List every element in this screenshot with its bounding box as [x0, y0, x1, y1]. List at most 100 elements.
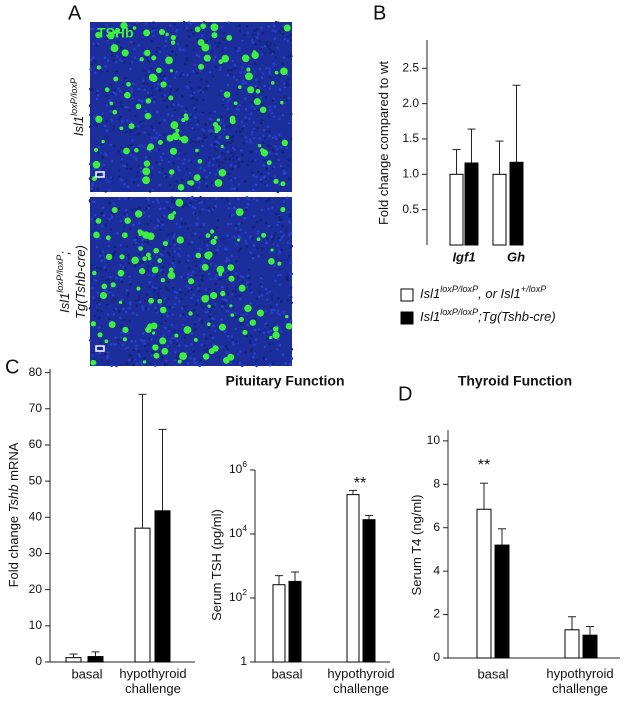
nucleus	[98, 326, 101, 329]
nucleus	[217, 164, 221, 167]
tshb-cell	[207, 256, 211, 260]
nucleus	[220, 301, 224, 305]
nucleus	[209, 132, 213, 136]
nucleus	[204, 288, 208, 291]
nucleus	[167, 305, 171, 309]
nucleus	[250, 101, 254, 105]
nucleus	[151, 200, 155, 204]
tshb-cell	[229, 118, 236, 125]
nucleus	[246, 323, 250, 327]
nucleus	[212, 157, 215, 161]
genotype-label: Isl1loxP/loxP;	[55, 251, 72, 313]
nucleus	[199, 303, 203, 306]
nucleus	[154, 300, 158, 303]
nucleus	[132, 348, 136, 352]
nucleus	[151, 188, 155, 191]
nucleus	[163, 363, 167, 367]
nucleus	[214, 205, 217, 208]
nucleus	[131, 358, 135, 361]
bar	[449, 173, 464, 246]
nucleus	[253, 70, 256, 74]
nucleus	[189, 112, 192, 116]
nucleus	[185, 44, 189, 48]
nucleus	[207, 164, 211, 167]
text-line: hypothyroid	[119, 666, 186, 681]
nucleus	[241, 280, 244, 284]
nucleus	[220, 151, 224, 155]
y-tick-label: 2.0	[402, 96, 419, 110]
nucleus	[208, 111, 212, 115]
tshb-cell	[157, 139, 163, 145]
nucleus	[256, 170, 260, 174]
nucleus	[137, 44, 141, 47]
y-tick-label: 2	[433, 607, 440, 621]
tshb-cell	[160, 81, 167, 88]
nucleus	[255, 364, 258, 368]
nucleus	[175, 338, 179, 342]
nucleus	[141, 238, 145, 242]
nucleus	[106, 59, 110, 62]
nucleus	[124, 347, 127, 351]
tshb-cell	[115, 27, 121, 33]
nucleus	[189, 201, 192, 205]
tshb-cell	[256, 309, 264, 317]
tshb-cell	[222, 357, 230, 364]
nucleus	[261, 141, 265, 145]
nucleus	[241, 160, 245, 163]
nucleus	[129, 354, 133, 358]
nucleus	[286, 278, 290, 282]
nucleus	[192, 350, 195, 353]
nucleus	[157, 148, 161, 151]
nucleus	[202, 333, 206, 336]
nucleus	[107, 317, 111, 321]
nucleus	[281, 113, 285, 117]
nucleus	[210, 181, 214, 185]
tshb-cell	[139, 57, 144, 62]
nucleus	[189, 115, 192, 119]
nucleus	[168, 91, 172, 95]
nucleus	[114, 336, 117, 339]
nucleus	[190, 342, 193, 346]
nucleus	[153, 364, 157, 367]
nucleus	[132, 180, 136, 184]
tshb-cell	[95, 115, 103, 123]
nucleus	[96, 291, 100, 294]
tshb-cell	[160, 277, 166, 283]
nucleus	[289, 286, 293, 290]
nucleus	[260, 208, 264, 212]
nucleus	[273, 279, 277, 283]
tshb-cell	[165, 56, 173, 65]
nucleus	[105, 290, 109, 293]
nucleus	[177, 253, 180, 256]
nucleus	[245, 118, 248, 122]
nucleus	[255, 220, 259, 224]
nucleus	[116, 286, 120, 290]
tshb-cell	[280, 207, 286, 213]
nucleus	[245, 245, 249, 249]
nucleus	[287, 77, 290, 81]
nucleus	[253, 107, 256, 111]
text-part: 4	[242, 523, 247, 533]
nucleus	[103, 124, 107, 128]
tshb-cell	[167, 213, 175, 221]
nucleus	[177, 157, 181, 161]
bar	[564, 629, 580, 659]
nucleus	[243, 70, 246, 74]
nucleus	[289, 33, 293, 37]
nucleus	[217, 141, 220, 145]
nucleus	[278, 343, 281, 347]
tshb-cell	[270, 248, 274, 252]
nucleus	[98, 347, 102, 350]
nucleus	[278, 283, 281, 286]
nucleus	[174, 350, 177, 354]
nucleus	[262, 357, 266, 360]
nucleus	[98, 341, 102, 345]
nucleus	[220, 345, 223, 349]
tshb-cell	[107, 32, 115, 40]
nucleus	[245, 334, 248, 337]
nucleus	[172, 103, 176, 107]
nucleus	[230, 335, 234, 338]
nucleus	[278, 138, 281, 141]
nucleus	[182, 48, 185, 52]
tshb-cell	[109, 101, 114, 106]
